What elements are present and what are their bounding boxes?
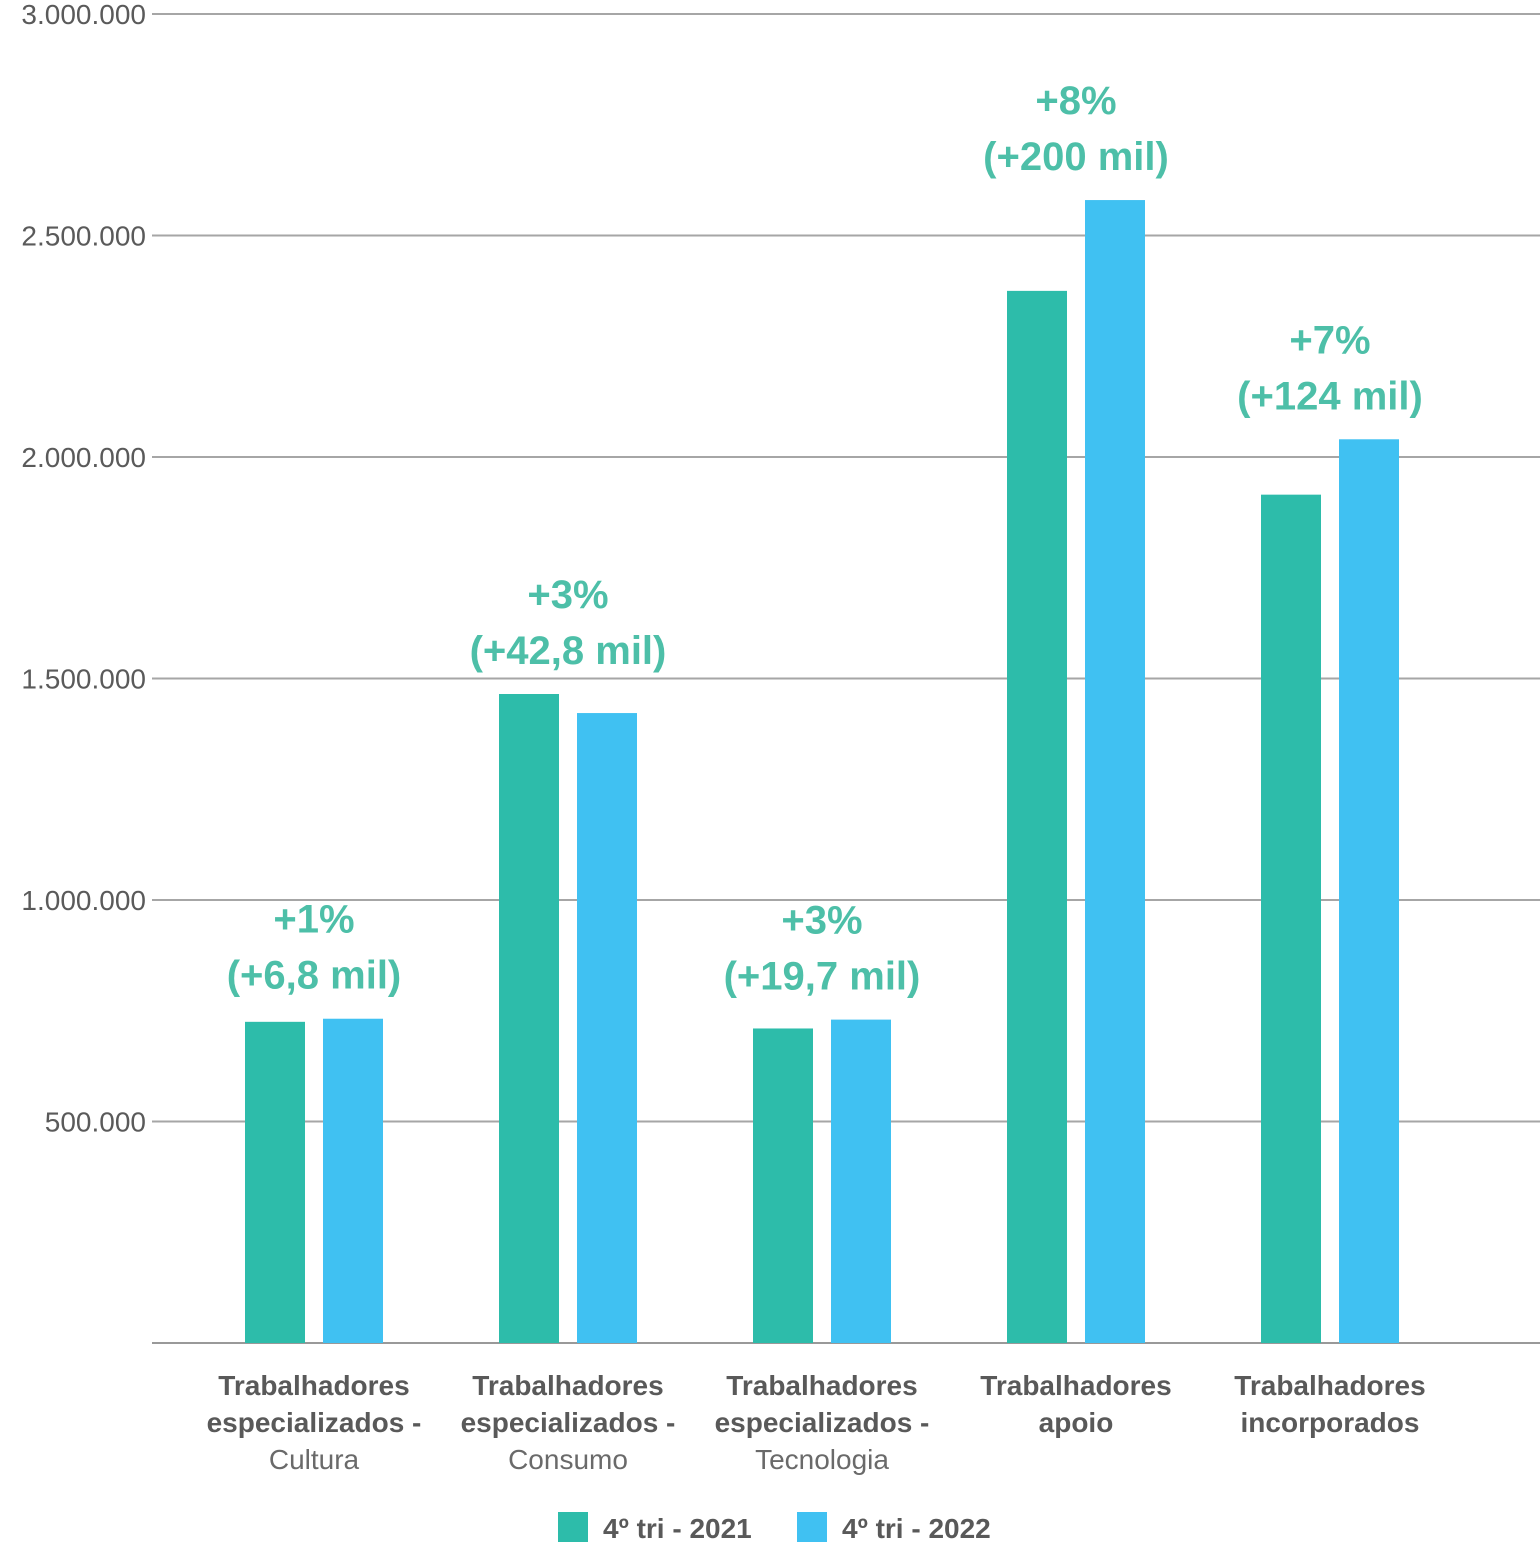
category-sublabel: Tecnologia — [755, 1444, 889, 1475]
category-label: especializados - — [461, 1407, 676, 1438]
bar-series2 — [577, 713, 637, 1343]
category-label: apoio — [1039, 1407, 1114, 1438]
legend-label: 4º tri - 2021 — [603, 1513, 752, 1544]
y-tick-label: 1.500.000 — [21, 664, 146, 695]
bars — [245, 200, 1399, 1343]
legend-swatch — [797, 1512, 827, 1542]
annotations: (+6,8 mil) +1% (+42,8 mil) +3% (+19,7 mil) +3… — [227, 79, 1423, 999]
category-sublabel: Cultura — [269, 1444, 360, 1475]
x-axis-categories: Trabalhadores especializados - Cultura Trab… — [207, 1370, 1426, 1475]
change-percent-label: +3% — [781, 899, 862, 943]
category-label: Trabalhadores — [218, 1370, 409, 1401]
change-absolute-label: (+200 mil) — [983, 135, 1169, 179]
category-sublabel: Consumo — [508, 1444, 628, 1475]
bar-series2 — [1339, 439, 1399, 1343]
bar-series1 — [1261, 494, 1321, 1343]
change-percent-label: +3% — [527, 573, 608, 617]
y-tick-label: 500.000 — [45, 1107, 146, 1138]
change-absolute-label: (+42,8 mil) — [470, 629, 667, 673]
change-absolute-label: (+124 mil) — [1237, 374, 1423, 418]
change-absolute-label: (+19,7 mil) — [724, 955, 921, 999]
category-label: especializados - — [715, 1407, 930, 1438]
category-label: Trabalhadores — [472, 1370, 663, 1401]
bar-series2 — [323, 1018, 383, 1343]
change-percent-label: +1% — [273, 898, 354, 942]
legend: 4º tri - 2021 4º tri - 2022 — [558, 1512, 991, 1544]
category-label: especializados - — [207, 1407, 422, 1438]
bar-series1 — [1007, 290, 1067, 1343]
y-tick-label: 2.500.000 — [21, 221, 146, 252]
change-percent-label: +8% — [1035, 79, 1116, 123]
bar-series1 — [499, 694, 559, 1343]
bar-series2 — [1085, 200, 1145, 1343]
y-axis-ticks: 500.000 1.000.000 1.500.000 2.000.000 2.500.… — [21, 0, 146, 1138]
category-label: Trabalhadores — [980, 1370, 1171, 1401]
category-label: incorporados — [1241, 1407, 1420, 1438]
category-label: Trabalhadores — [726, 1370, 917, 1401]
bar-series1 — [245, 1021, 305, 1343]
category-label: Trabalhadores — [1234, 1370, 1425, 1401]
change-absolute-label: (+6,8 mil) — [227, 954, 402, 998]
change-percent-label: +7% — [1289, 318, 1370, 362]
bar-series2 — [831, 1019, 891, 1343]
y-tick-label: 2.000.000 — [21, 442, 146, 473]
legend-label: 4º tri - 2022 — [842, 1513, 991, 1544]
grid-lines — [152, 13, 1540, 1344]
y-tick-label: 1.000.000 — [21, 885, 146, 916]
bar-series1 — [753, 1028, 813, 1343]
legend-swatch — [558, 1512, 588, 1542]
y-tick-label: 3.000.000 — [21, 0, 146, 30]
